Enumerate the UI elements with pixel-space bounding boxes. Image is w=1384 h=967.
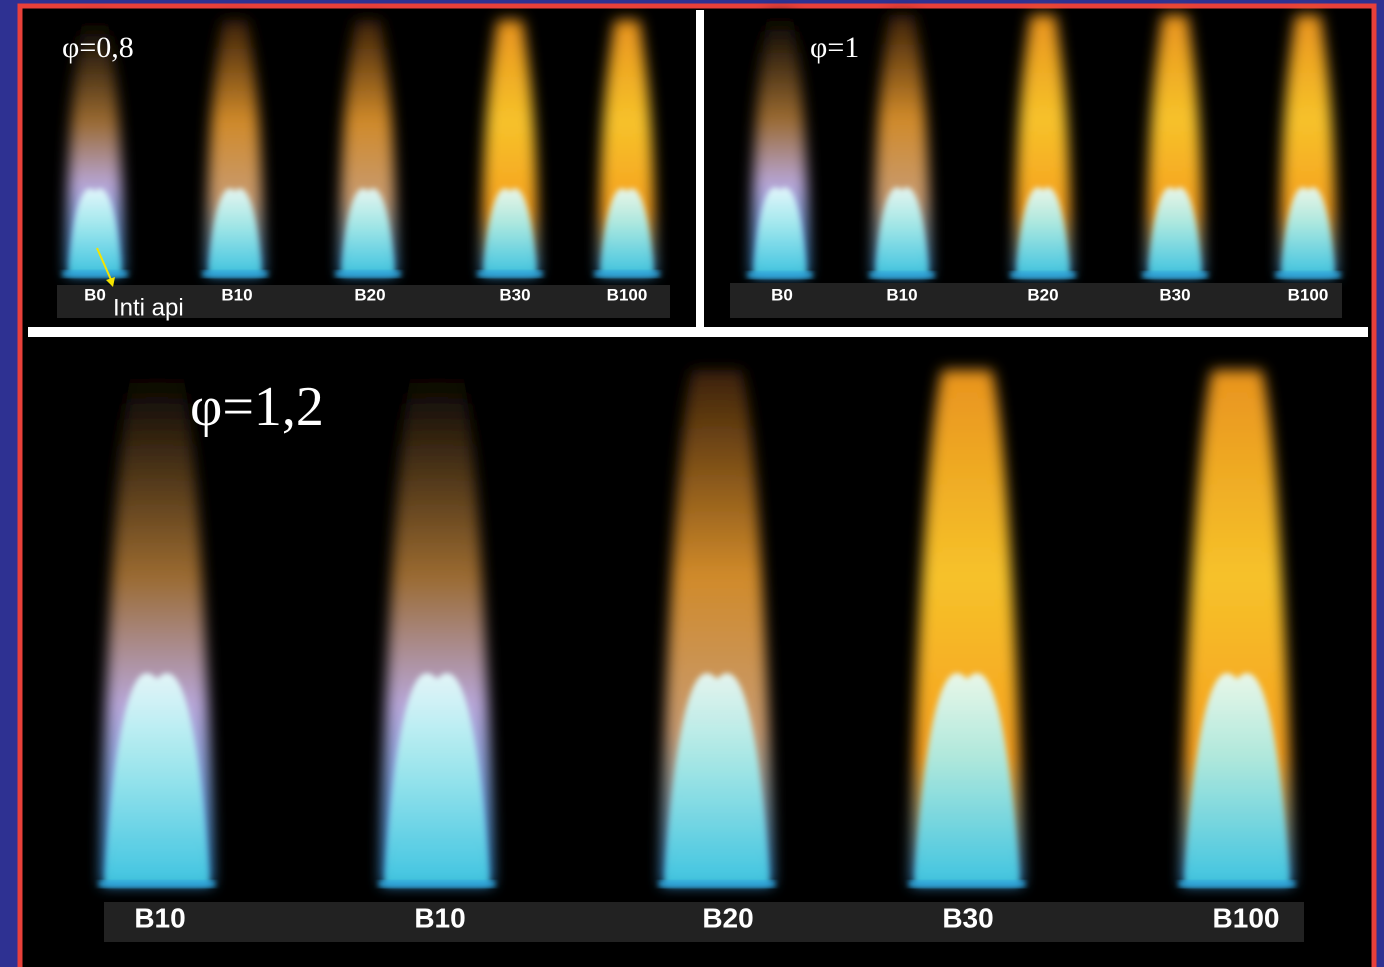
arrow [96,247,113,283]
flame-core [208,188,262,275]
flame-core [341,188,395,275]
flame-core [914,673,1020,885]
flames [62,15,1341,887]
flame-label: B30 [1159,285,1190,304]
flame-core [753,187,807,276]
label-bar [104,902,1304,942]
flame-label: B100 [607,285,648,304]
flame-core [1016,187,1070,276]
flame-base [1275,272,1341,278]
flame-label: B100 [1213,902,1280,933]
flame-label: B0 [84,285,106,304]
flame-base [747,272,813,278]
flame-base [869,272,935,278]
flame-base [378,881,496,887]
flame-core [875,187,929,276]
flame-base [1142,272,1208,278]
flame-label: B30 [942,902,993,933]
panel-label: φ=0,8 [62,31,134,64]
divider [28,327,1368,337]
flame-label: B20 [702,902,753,933]
flame-label: B10 [221,285,252,304]
flame-base [1010,272,1076,278]
flame-label: B100 [1288,285,1329,304]
labels: B0 B10 B20 B30 B100 B0 B10 B20 B30 B100 B10 B10 B20 B… [84,285,1328,933]
flame-label: B10 [134,902,185,933]
flame-base [98,881,216,887]
flame-core [104,673,210,885]
flame-base [202,271,268,277]
annotation: Inti api [113,294,184,321]
flame-core [600,188,654,275]
flame-base [594,271,660,277]
panel-label: φ=1,2 [190,376,324,438]
label-bar [730,283,1342,318]
flame-core [1148,187,1202,276]
flame-core [1184,673,1290,885]
flame-core [483,188,537,275]
flame-core [68,188,122,275]
flame-core [1281,187,1335,276]
flame-label: B20 [354,285,385,304]
flame-base [1178,881,1296,887]
arrow-head [106,277,115,287]
label-bar [57,285,670,318]
flame-core [384,673,490,885]
panel-label: φ=1 [810,31,859,64]
flame-base [477,271,543,277]
flame-core [664,673,770,885]
flame-label: B0 [771,285,793,304]
flame-label: B10 [886,285,917,304]
flame-label: B20 [1027,285,1058,304]
divider [696,10,704,330]
flame-base [335,271,401,277]
flame-label: B10 [414,902,465,933]
flame-base [62,271,128,277]
flame-base [658,881,776,887]
flame-base [908,881,1026,887]
flame-label: B30 [499,285,530,304]
